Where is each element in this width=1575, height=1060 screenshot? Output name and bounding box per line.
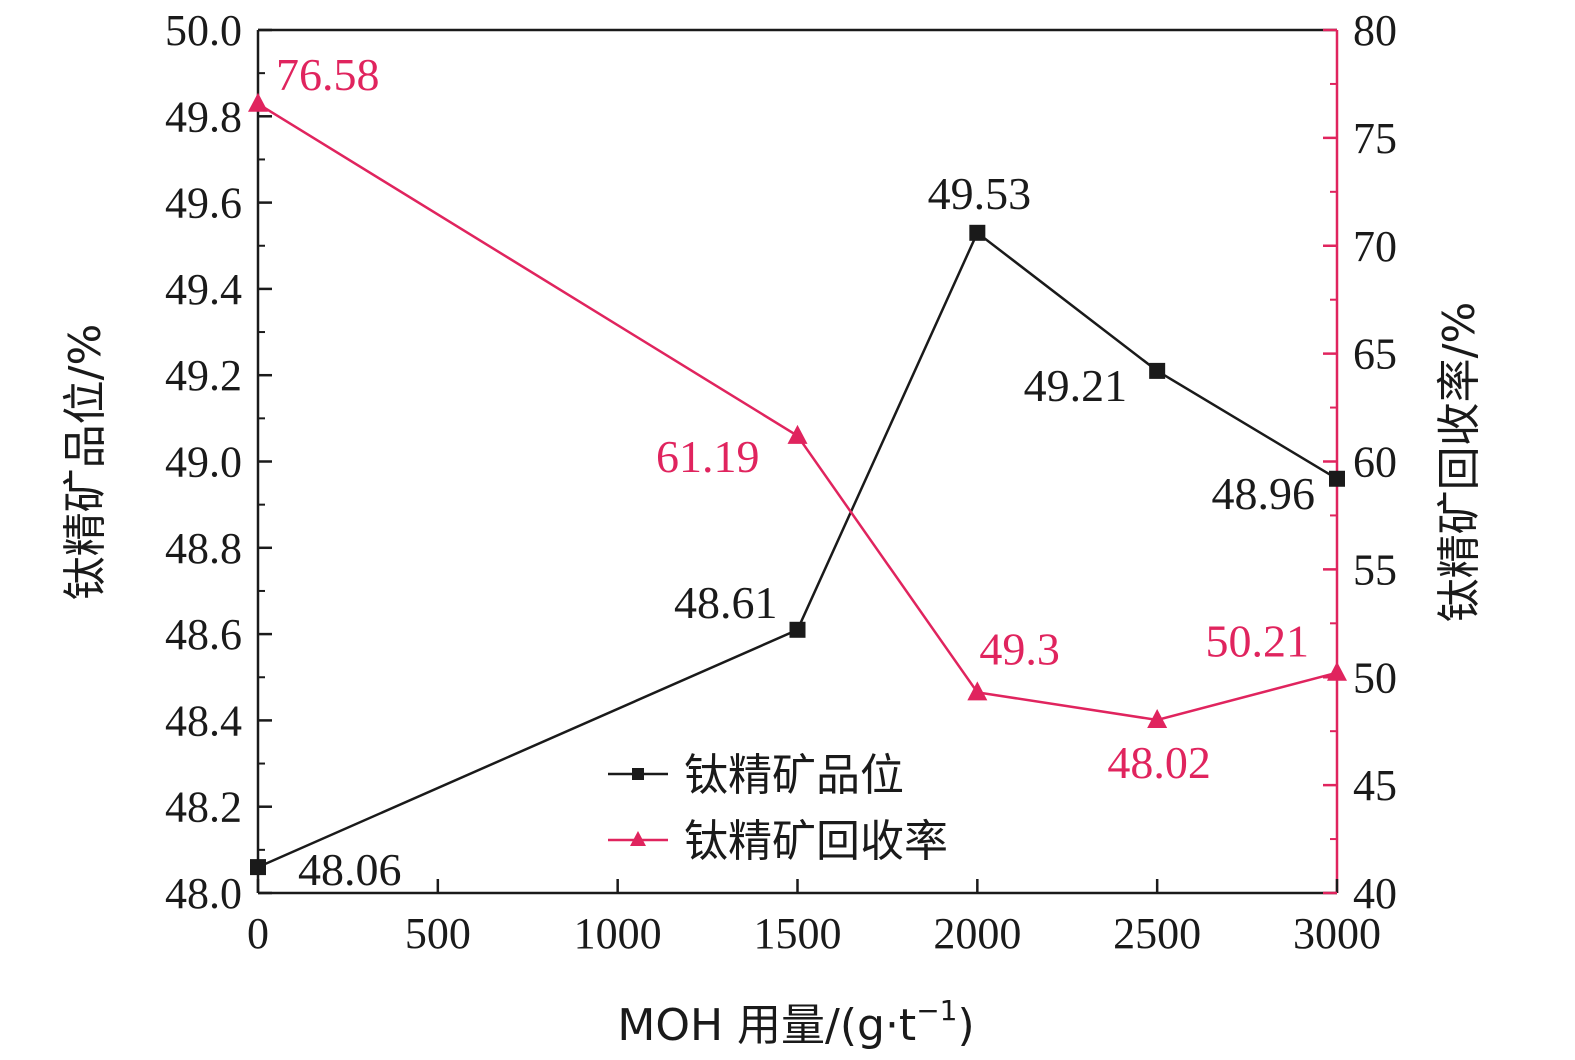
right-y-tick-label: 80 <box>1353 6 1397 55</box>
grade-point <box>789 621 806 638</box>
recovery-point <box>1327 661 1347 681</box>
left-y-axis-title: 钛精矿品位/% <box>60 324 111 601</box>
left-y-axis-ticks: 48.0 48.2 48.4 48.6 48.8 49.0 49.2 49.4 49.6 49.8… <box>165 6 272 918</box>
left-y-tick-label: 48.0 <box>165 869 242 918</box>
left-y-tick-label: 48.2 <box>165 783 242 832</box>
right-y-axis-ticks: 40 45 50 55 60 65 70 75 80 <box>1323 6 1397 918</box>
left-y-tick-label: 48.8 <box>165 524 242 573</box>
grade-data-label: 48.06 <box>298 844 402 895</box>
x-tick-label: 2500 <box>1113 909 1201 958</box>
grade-point <box>1149 362 1166 379</box>
x-axis-title: MOH 用量/(g·t−1) <box>617 994 974 1051</box>
left-y-tick-label: 49.6 <box>165 179 242 228</box>
x-tick-label: 500 <box>405 909 471 958</box>
right-y-tick-label: 75 <box>1353 114 1397 163</box>
grade-point <box>250 859 266 876</box>
x-tick-label: 1000 <box>574 909 662 958</box>
left-y-tick-label: 49.8 <box>165 92 242 141</box>
legend-marker-square <box>632 768 644 780</box>
right-y-axis-title: 钛精矿回收率/% <box>1434 302 1485 623</box>
right-y-tick-label: 70 <box>1353 222 1397 271</box>
x-axis-ticks: 0 500 1000 1500 2000 2500 3000 <box>247 879 1381 958</box>
legend-marker-triangle <box>630 831 646 846</box>
recovery-data-label: 76.58 <box>276 49 380 100</box>
x-tick-label: 3000 <box>1293 909 1381 958</box>
data-labels: 48.06 48.61 49.53 49.21 48.96 76.58 61.19 49.3 4… <box>276 49 1315 895</box>
left-y-tick-label: 48.4 <box>165 696 242 745</box>
right-y-tick-label: 60 <box>1353 438 1397 487</box>
recovery-point <box>787 424 808 444</box>
grade-data-label: 48.61 <box>674 577 778 628</box>
grade-point <box>1329 470 1345 487</box>
right-y-tick-label: 55 <box>1353 545 1397 594</box>
x-tick-label: 2000 <box>933 909 1021 958</box>
legend-label-grade: 钛精矿品位 <box>684 750 904 801</box>
recovery-data-label: 48.02 <box>1107 737 1211 788</box>
x-axis-title-tail: ) <box>957 1000 974 1051</box>
x-axis-title-main: MOH 用量/(g·t <box>617 1000 916 1051</box>
recovery-data-label: 61.19 <box>656 431 760 482</box>
right-y-tick-label: 65 <box>1353 330 1397 379</box>
recovery-point <box>248 92 268 112</box>
grade-data-label: 49.53 <box>928 168 1032 219</box>
left-y-tick-label: 49.4 <box>165 265 242 314</box>
right-y-tick-label: 45 <box>1353 761 1397 810</box>
right-y-tick-label: 50 <box>1353 653 1397 702</box>
right-y-tick-label: 40 <box>1353 869 1397 918</box>
grade-data-label: 48.96 <box>1212 468 1316 519</box>
left-y-tick-label: 50.0 <box>165 6 242 55</box>
left-y-tick-label: 49.0 <box>165 438 242 487</box>
grade-point <box>969 224 986 241</box>
left-y-tick-label: 49.2 <box>165 351 242 400</box>
x-axis-title-sup: −1 <box>916 994 957 1027</box>
recovery-data-label: 50.21 <box>1206 616 1310 667</box>
legend: 钛精矿品位 钛精矿回收率 <box>608 750 948 867</box>
recovery-point <box>1147 708 1168 728</box>
x-tick-label: 1500 <box>754 909 842 958</box>
left-y-tick-label: 48.6 <box>165 610 242 659</box>
recovery-point <box>967 681 988 701</box>
x-tick-label: 0 <box>247 909 269 958</box>
legend-label-recovery: 钛精矿回收率 <box>684 816 948 867</box>
series-layer <box>248 92 1347 876</box>
grade-data-label: 49.21 <box>1024 360 1128 411</box>
recovery-data-label: 49.3 <box>979 623 1059 674</box>
